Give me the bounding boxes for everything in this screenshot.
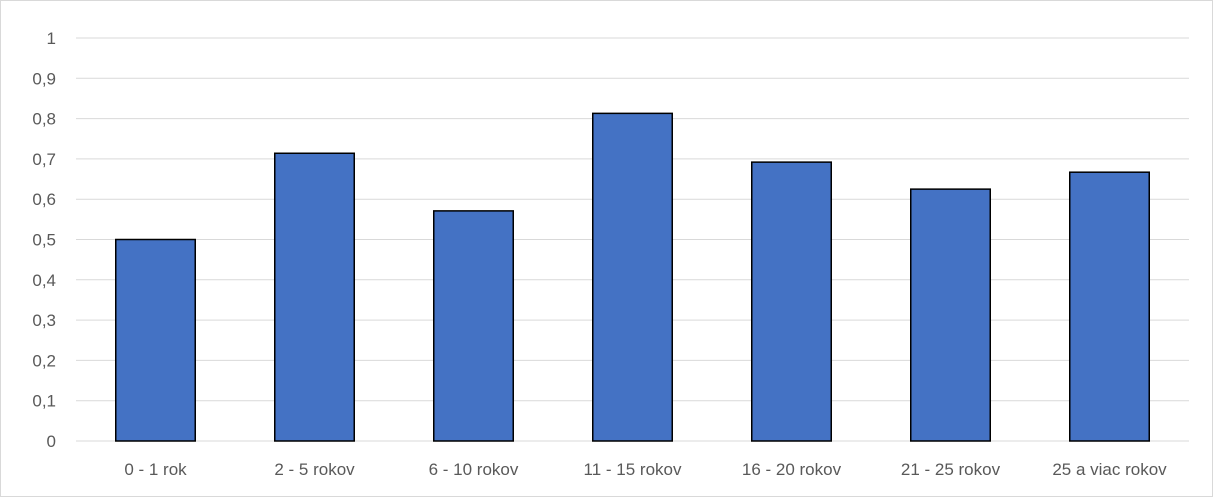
bar — [1069, 171, 1150, 442]
y-tick-label: 0,1 — [32, 392, 56, 411]
y-tick-label: 0 — [47, 432, 56, 451]
x-tick-label: 0 - 1 rok — [124, 460, 187, 479]
y-tick-label: 0,6 — [32, 190, 56, 209]
x-tick-label: 6 - 10 rokov — [429, 460, 519, 479]
bar — [274, 152, 355, 442]
x-tick-label: 21 - 25 rokov — [901, 460, 1001, 479]
x-axis-tick-labels: 0 - 1 rok 2 - 5 rokov 6 - 10 rokov 11 - 15 … — [124, 460, 1167, 479]
x-tick-label: 16 - 20 rokov — [742, 460, 842, 479]
x-tick-label: 25 a viac rokov — [1052, 460, 1167, 479]
y-tick-label: 0,8 — [32, 110, 56, 129]
bar — [115, 238, 196, 442]
bar — [910, 188, 991, 442]
bar — [433, 210, 514, 442]
y-tick-label: 0,4 — [32, 271, 56, 290]
x-tick-label: 11 - 15 rokov — [584, 460, 682, 479]
bar — [751, 161, 832, 442]
y-axis-tick-labels: 0 0,1 0,2 0,3 0,4 0,5 0,6 0,7 0,8 0,9 1 — [32, 29, 56, 451]
y-tick-label: 0,3 — [32, 311, 56, 330]
bars — [115, 112, 1150, 442]
x-tick-label: 2 - 5 rokov — [274, 460, 355, 479]
y-tick-label: 0,7 — [32, 150, 56, 169]
y-tick-label: 1 — [47, 29, 56, 48]
bar — [592, 112, 673, 442]
y-tick-label: 0,2 — [32, 351, 56, 370]
y-tick-label: 0,9 — [32, 69, 56, 88]
y-tick-label: 0,5 — [32, 231, 56, 250]
